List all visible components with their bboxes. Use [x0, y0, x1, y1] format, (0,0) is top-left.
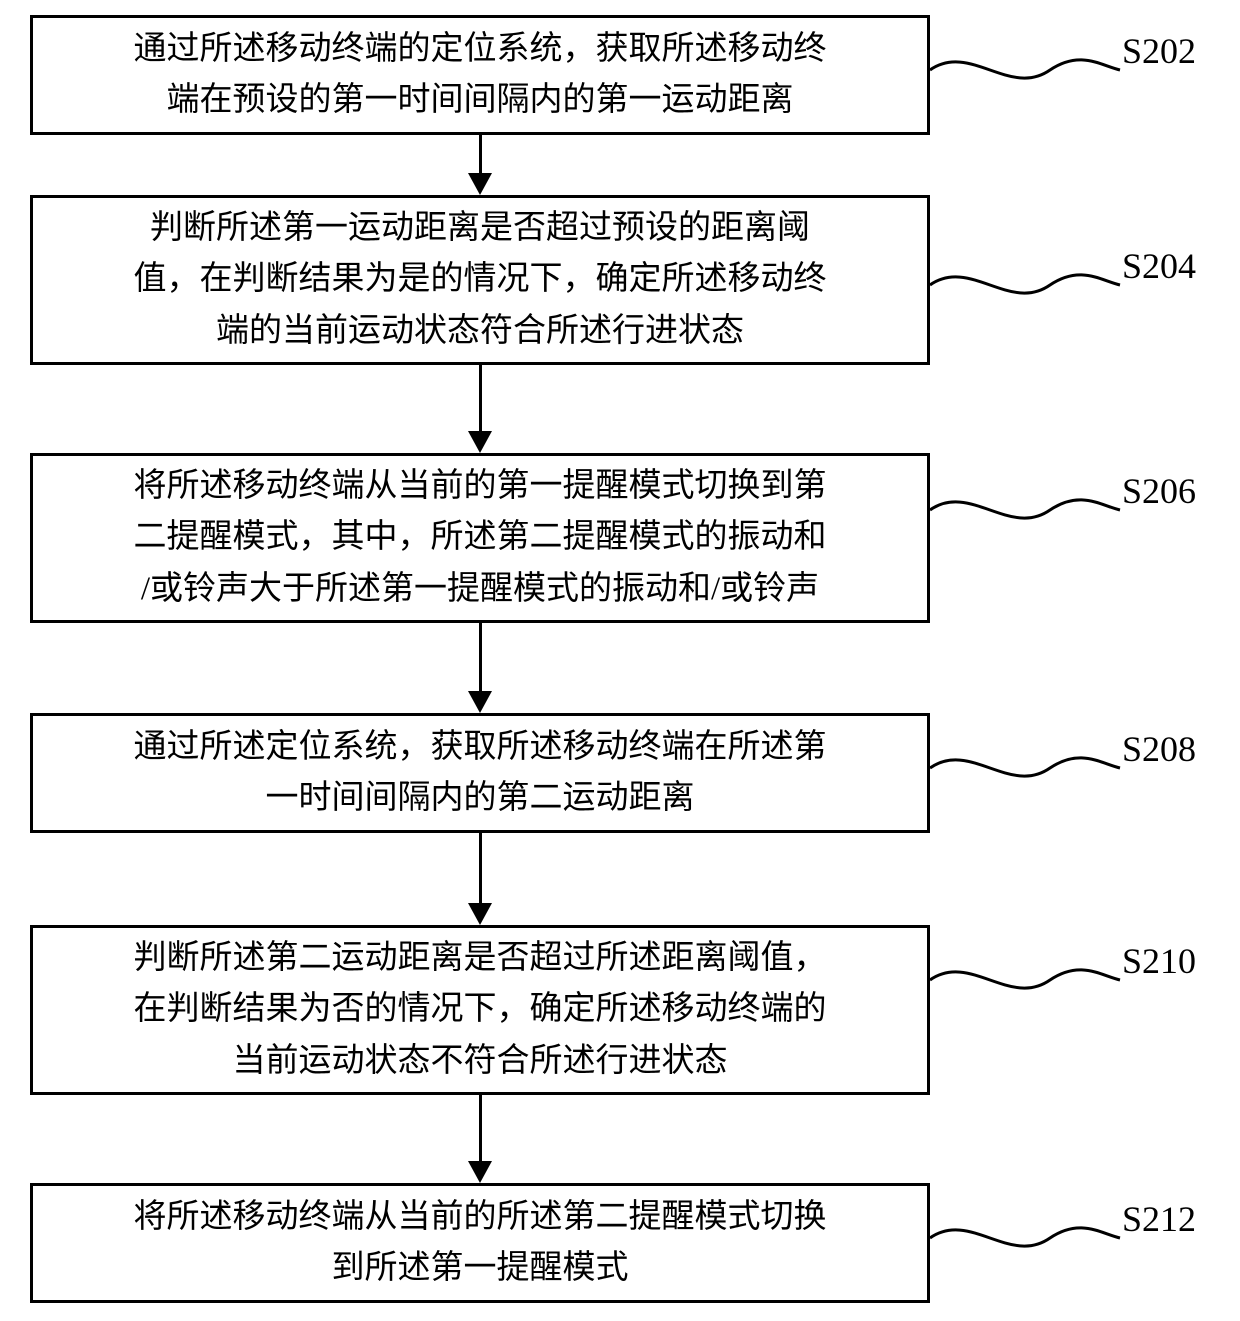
step-text: 判断所述第二运动距离是否超过所述距离阈值，在判断结果为否的情况下，确定所述移动终… [134, 933, 827, 1086]
step-box-s208: 通过所述定位系统，获取所述移动终端在所述第一时间间隔内的第二运动距离 [30, 713, 930, 833]
tilde-connector [930, 490, 1120, 530]
step-label-s208: S208 [1122, 728, 1196, 770]
arrow-connector [468, 1095, 492, 1183]
flowchart-canvas: 通过所述移动终端的定位系统，获取所述移动终端在预设的第一时间间隔内的第一运动距离… [0, 0, 1240, 1321]
step-label-s204: S204 [1122, 245, 1196, 287]
step-text: 通过所述定位系统，获取所述移动终端在所述第一时间间隔内的第二运动距离 [134, 722, 827, 824]
step-box-s202: 通过所述移动终端的定位系统，获取所述移动终端在预设的第一时间间隔内的第一运动距离 [30, 15, 930, 135]
step-label-s206: S206 [1122, 470, 1196, 512]
step-box-s206: 将所述移动终端从当前的第一提醒模式切换到第二提醒模式，其中，所述第二提醒模式的振… [30, 453, 930, 623]
arrow-connector [468, 135, 492, 195]
step-box-s210: 判断所述第二运动距离是否超过所述距离阈值，在判断结果为否的情况下，确定所述移动终… [30, 925, 930, 1095]
tilde-connector [930, 1218, 1120, 1258]
tilde-connector [930, 50, 1120, 90]
tilde-connector [930, 960, 1120, 1000]
arrow-connector [468, 623, 492, 713]
tilde-connector [930, 265, 1120, 305]
arrow-connector [468, 833, 492, 925]
step-box-s204: 判断所述第一运动距离是否超过预设的距离阈值，在判断结果为是的情况下，确定所述移动… [30, 195, 930, 365]
step-box-s212: 将所述移动终端从当前的所述第二提醒模式切换到所述第一提醒模式 [30, 1183, 930, 1303]
step-text: 将所述移动终端从当前的所述第二提醒模式切换到所述第一提醒模式 [134, 1192, 827, 1294]
step-text: 判断所述第一运动距离是否超过预设的距离阈值，在判断结果为是的情况下，确定所述移动… [134, 203, 827, 356]
step-label-s212: S212 [1122, 1198, 1196, 1240]
step-text: 通过所述移动终端的定位系统，获取所述移动终端在预设的第一时间间隔内的第一运动距离 [134, 24, 827, 126]
step-label-s202: S202 [1122, 30, 1196, 72]
step-label-s210: S210 [1122, 940, 1196, 982]
step-text: 将所述移动终端从当前的第一提醒模式切换到第二提醒模式，其中，所述第二提醒模式的振… [134, 461, 827, 614]
arrow-connector [468, 365, 492, 453]
tilde-connector [930, 748, 1120, 788]
